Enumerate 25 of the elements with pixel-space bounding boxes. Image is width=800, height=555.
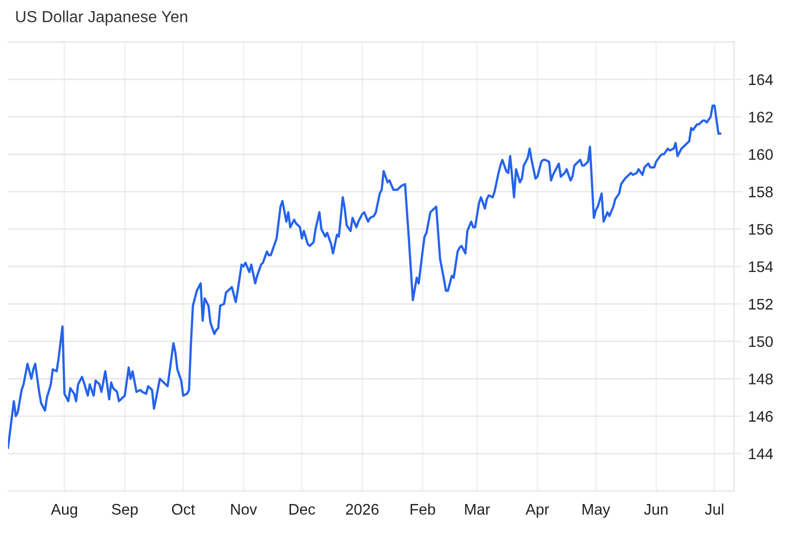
x-tick-label: Mar [465,504,490,515]
y-tick-label: 144 [749,448,773,460]
x-tick-label: Feb [410,504,436,515]
x-tick-label: Jul [705,504,724,515]
x-tick-label: Nov [231,504,258,515]
x-tick-label: Jun [644,504,668,515]
x-tick-label: Aug [50,504,78,518]
y-tick-label: 156 [749,224,773,235]
x-tick-label: Apr [526,504,550,518]
x-tick-label: Dec [290,504,316,515]
y-tick-label: 162 [749,112,773,123]
y-tick-label: 146 [749,411,773,422]
x-tick-label: May [582,504,610,518]
y-tick-label: 152 [749,298,773,310]
y-tick-label: 160 [749,149,773,160]
y-tick-label: 148 [749,374,773,384]
line-series [8,104,722,450]
x-tick-label: Oct [172,504,195,515]
y-tick-label: 154 [749,262,773,272]
y-tick-label: 150 [749,336,773,348]
x-tick-label: 2026 [346,504,379,515]
x-tick-label: Sep [112,504,138,518]
y-tick-label: 164 [749,74,773,86]
chart-title: US Dollar Japanese Yen [16,10,188,26]
y-tick-label: 158 [749,186,773,198]
